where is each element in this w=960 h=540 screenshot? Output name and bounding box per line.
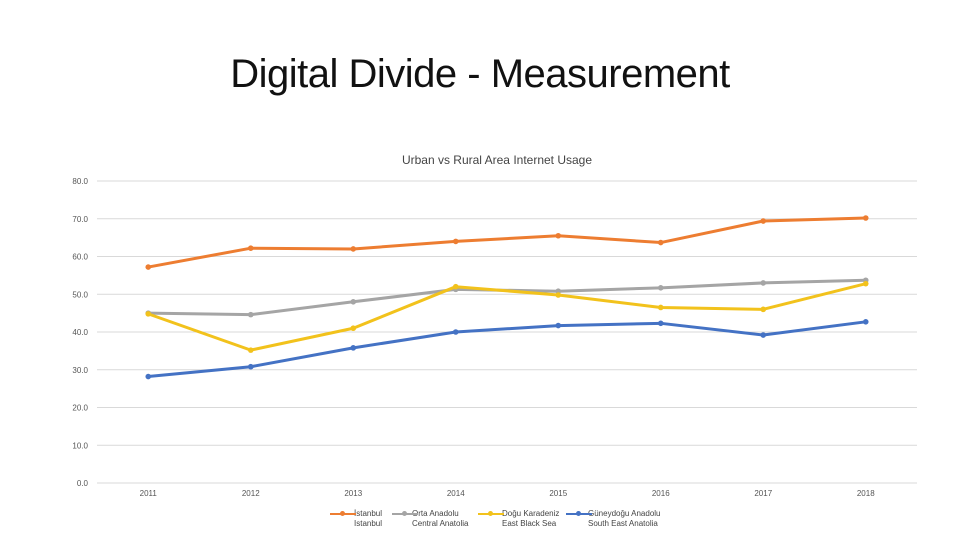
data-point [145,264,152,270]
legend-label: Güneydoğu Anadolu [588,509,661,518]
x-tick-label: 2015 [549,489,567,498]
series [145,215,869,270]
legend-label-en: South East Anatolia [588,519,658,528]
series-line [147,216,866,269]
data-point [350,246,357,252]
data-point [247,347,254,353]
y-tick-label: 80.0 [72,177,88,186]
y-tick-label: 40.0 [72,328,88,337]
y-tick-label: 0.0 [77,479,89,488]
legend-swatch-east-black-sea [478,511,504,516]
data-point [145,373,152,380]
chart-title: Urban vs Rural Area Internet Usage [402,153,592,167]
data-point [760,306,767,313]
slide-title: Digital Divide - Measurement [230,52,730,96]
data-point [862,319,869,325]
series-lines [145,215,869,380]
x-tick-label: 2011 [140,489,158,498]
x-tick-label: 2018 [857,489,875,498]
series [145,319,869,380]
data-point [452,283,459,290]
data-point [247,245,254,251]
legend-item-central-anatolia: Orta Anadolu Central Anatolia [392,509,468,529]
y-tick-label: 70.0 [72,215,88,224]
x-tick-label: 2017 [754,489,772,498]
data-point [657,239,664,246]
data-point [350,299,357,305]
data-point [452,329,459,335]
legend-label-en: East Black Sea [502,519,557,528]
chart-legend: İstanbul Istanbul Orta Anadolu Central A… [330,509,670,533]
x-tick-label: 2016 [652,489,670,498]
data-point [760,280,767,286]
series-line [148,320,866,379]
data-point [760,218,767,224]
data-point [657,320,664,327]
data-point [555,322,562,329]
data-point [862,280,869,287]
x-tick-label: 2012 [242,489,260,498]
legend-item-south-east-anatolia: Güneydoğu Anadolu South East Anatolia [566,509,661,529]
data-point [657,285,664,291]
legend-label: Doğu Karadeniz [502,509,560,518]
y-tick-label: 20.0 [72,404,88,413]
y-tick-label: 10.0 [72,441,88,450]
legend-item-east-black-sea: Doğu Karadeniz East Black Sea [478,509,559,529]
y-tick-label: 50.0 [72,290,88,299]
x-tick-label: 2013 [344,489,362,498]
legend-swatch-istanbul [330,511,356,516]
legend-swatch-central-anatolia [392,511,418,516]
series [145,277,869,318]
series-line [147,282,867,352]
data-point [657,304,664,311]
data-point [555,232,562,239]
data-point [350,325,357,332]
legend-label: Orta Anadolu [412,509,459,518]
data-point [145,311,152,317]
data-point [247,363,254,370]
x-axis-ticks: 2011 2012 2013 2014 2015 2016 2017 2018 [140,489,876,498]
data-point [760,332,767,338]
y-tick-label: 30.0 [72,366,88,375]
y-axis-ticks: 0.0 10.0 20.0 30.0 40.0 50.0 60.0 70.0 80.0 [72,177,88,488]
data-point [247,311,254,318]
series [145,280,869,353]
legend-swatch-south-east-anatolia [566,511,592,516]
data-point [350,345,357,351]
data-point [452,238,459,245]
legend-item-istanbul: İstanbul Istanbul [330,509,382,529]
data-point [862,215,869,221]
legend-label: İstanbul [354,509,383,518]
legend-label-en: Istanbul [354,519,383,528]
data-point [555,292,562,298]
legend-label-en: Central Anatolia [412,519,469,528]
y-tick-label: 60.0 [72,253,88,262]
x-tick-label: 2014 [447,489,465,498]
